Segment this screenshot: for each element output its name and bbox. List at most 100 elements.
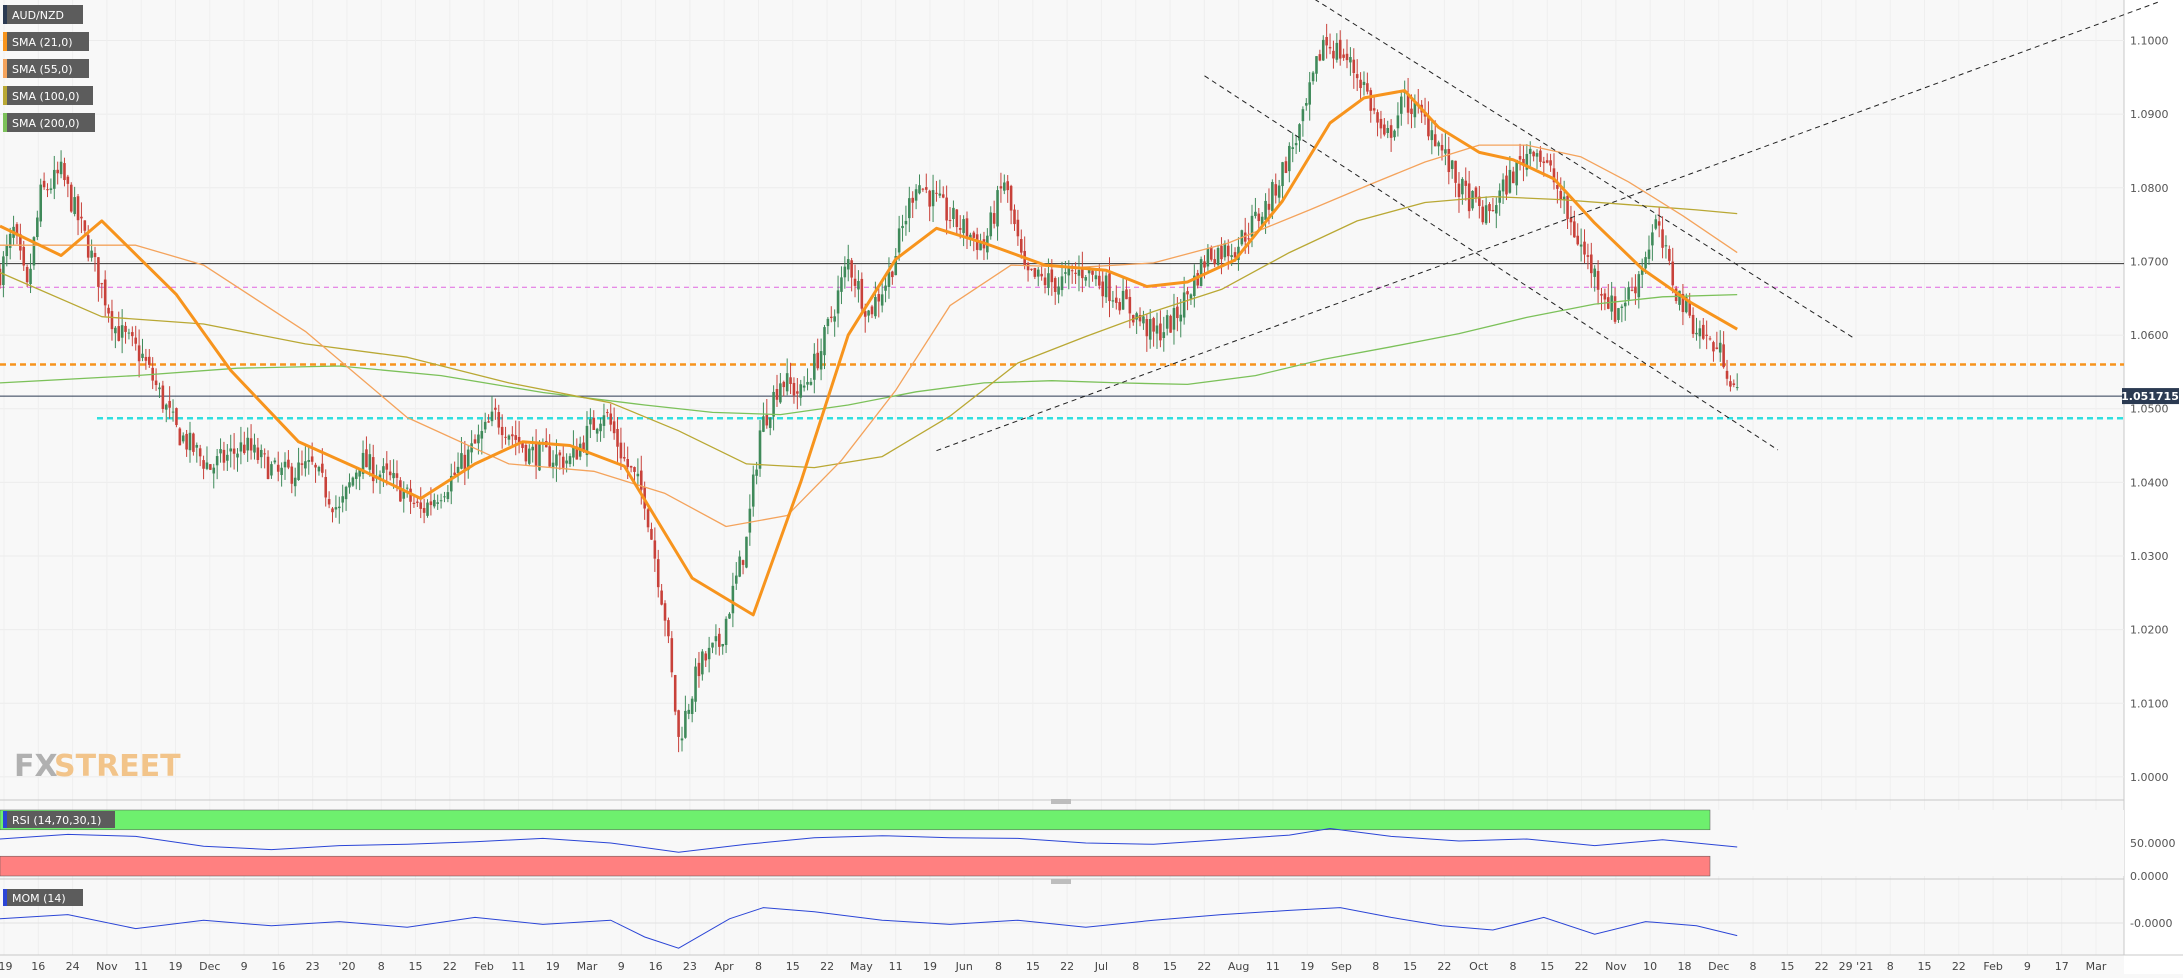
candle-body [599, 423, 602, 432]
candle-body [938, 193, 942, 196]
candle-body [273, 460, 277, 463]
candle-body [178, 428, 182, 446]
candle-body [1169, 315, 1172, 333]
candle-body [236, 453, 239, 458]
x-axis-label: 19 [923, 960, 937, 973]
candle-body [1657, 221, 1661, 226]
candle-body [154, 380, 158, 386]
candle-body [249, 438, 253, 451]
candle-body [941, 194, 945, 198]
mom-legend-tag [3, 889, 83, 906]
candle-body [789, 377, 792, 384]
candle-body [473, 439, 477, 444]
candle-body [1630, 289, 1634, 291]
candle-body [334, 507, 338, 510]
candle-body [120, 325, 124, 338]
candle-body [1678, 290, 1681, 305]
candle-body [1193, 275, 1196, 297]
candle-body [1525, 153, 1529, 170]
candle-body [504, 436, 507, 438]
candle-body [928, 190, 931, 207]
candle-body [1142, 316, 1145, 324]
candle-body [507, 435, 511, 440]
candle-body [1281, 162, 1284, 187]
candle-body [158, 387, 161, 390]
candle-body [1376, 112, 1379, 123]
candle-body [1260, 216, 1264, 225]
candle-body [1016, 219, 1020, 237]
candle-body [1515, 159, 1518, 186]
candle-body [83, 220, 87, 231]
candle-body [1220, 245, 1223, 260]
x-axis-label: 8 [995, 960, 1002, 973]
candle-body [931, 190, 935, 207]
candle-body [1545, 160, 1549, 163]
candle-body [921, 188, 925, 190]
candle-body [1250, 215, 1254, 237]
candle-body [1732, 383, 1736, 385]
candle-body [1308, 82, 1311, 105]
candle-body [1074, 272, 1077, 274]
x-axis-label: 15 [1403, 960, 1417, 973]
candle-body [1006, 181, 1010, 191]
candle-body [670, 638, 674, 673]
watermark-fx: FX [14, 749, 58, 784]
candle-body [870, 306, 874, 315]
candle-body [1298, 124, 1301, 141]
x-axis-label: 15 [1026, 960, 1040, 973]
candle-body [1352, 59, 1356, 73]
x-axis-label: 22 [820, 960, 834, 973]
candle-body [1013, 209, 1016, 225]
candle-body [1009, 185, 1013, 211]
candle-body [1291, 147, 1295, 149]
candle-body [351, 477, 355, 486]
candle-body [1596, 271, 1600, 290]
candle-body [1396, 115, 1400, 129]
candle-body [1230, 255, 1233, 257]
candle-body [1705, 334, 1708, 336]
x-axis-label: Nov [96, 960, 118, 973]
candle-body [1372, 108, 1376, 111]
candle-body [1688, 300, 1691, 316]
candle-body [1349, 57, 1352, 63]
candle-body [137, 345, 141, 362]
x-axis-label: 19 [546, 960, 560, 973]
candle-body [1125, 289, 1128, 300]
candle-body [1647, 249, 1651, 259]
candle-body [1057, 286, 1060, 295]
candle-body [1450, 160, 1454, 169]
candle-body [100, 283, 104, 285]
candle-body [663, 603, 667, 621]
candle-body [914, 189, 918, 201]
candle-body [103, 279, 107, 306]
candle-body [741, 560, 745, 565]
candle-body [857, 280, 860, 290]
candle-body [623, 457, 626, 459]
candle-body [433, 499, 436, 507]
candle-body [1271, 181, 1274, 212]
candle-body [924, 187, 928, 190]
candle-body [1681, 293, 1685, 313]
trendline-dashed [1204, 75, 1779, 451]
candle-body [1559, 190, 1563, 200]
candle-body [908, 198, 911, 219]
candle-body [1165, 315, 1169, 329]
candle-body [792, 382, 796, 396]
sma-21-line [0, 89, 1738, 617]
legend-tag [3, 5, 83, 24]
x-axis-label: Feb [1983, 960, 2002, 973]
candle-body [5, 245, 9, 257]
legend-color-swatch [3, 113, 7, 132]
candle-body [1505, 175, 1508, 195]
candle-body [466, 449, 470, 471]
candle-body [266, 456, 270, 479]
x-axis-label: Mar [2086, 960, 2107, 973]
candle-body [1321, 39, 1325, 61]
candle-body [1566, 195, 1569, 219]
x-axis-label: 16 [271, 960, 285, 973]
candle-body [49, 188, 53, 190]
candle-body [1226, 245, 1230, 257]
candle-body [1389, 125, 1393, 138]
candle-body [1549, 160, 1552, 166]
x-axis-label: 24 [66, 960, 80, 973]
